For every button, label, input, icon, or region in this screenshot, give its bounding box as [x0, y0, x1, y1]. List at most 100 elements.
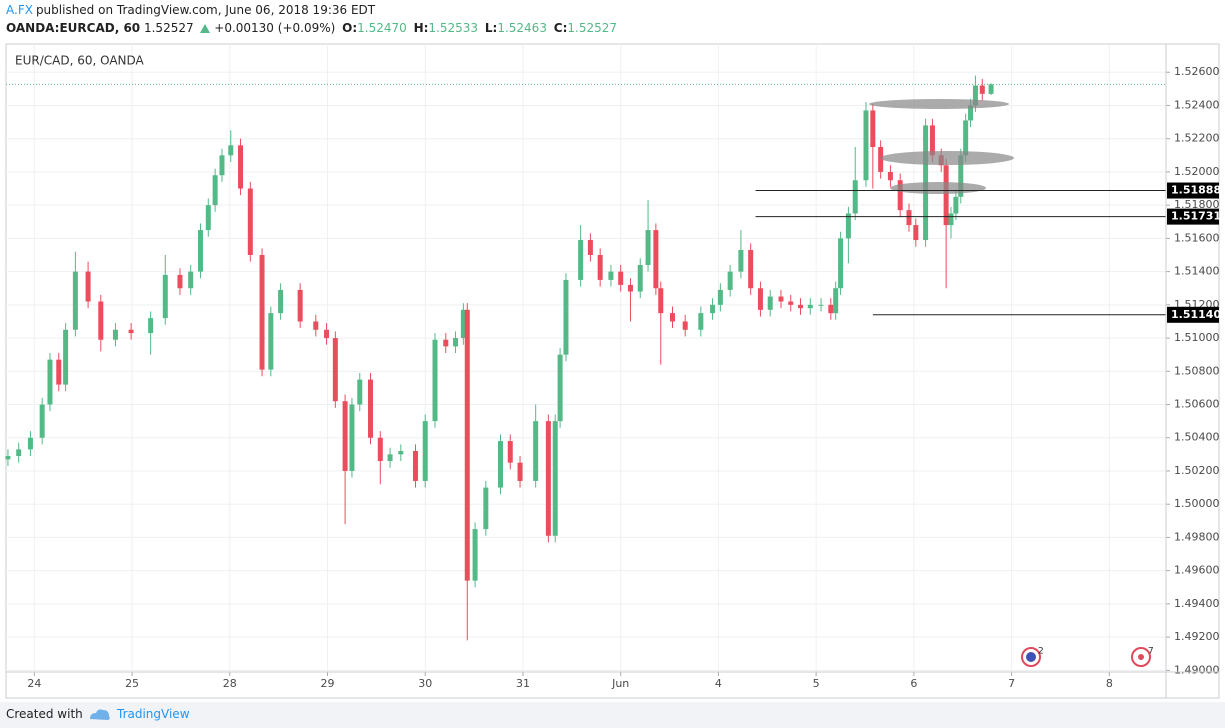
x-tick-label: 31	[516, 677, 530, 690]
y-tick-label: 1.49600	[1174, 564, 1220, 577]
candle-body	[618, 271, 624, 285]
symbol-legend: EUR/CAD, 60, OANDA	[15, 54, 145, 68]
candle-body	[464, 309, 470, 581]
candle-body	[453, 338, 459, 347]
author[interactable]: A.FX	[6, 3, 33, 17]
candle-body	[658, 288, 664, 314]
candle-body	[387, 454, 393, 462]
candle-body	[682, 321, 688, 330]
candle-body	[929, 125, 935, 156]
candle-body	[483, 487, 489, 530]
x-tick-label: 4	[715, 677, 722, 690]
candle-body	[5, 456, 11, 460]
change: +0.00130 (+0.09%)	[214, 21, 336, 35]
candle-body	[39, 404, 45, 438]
x-tick-label: 24	[27, 677, 41, 690]
candle-body	[968, 105, 974, 121]
brand[interactable]: TradingView	[117, 707, 190, 721]
candles	[5, 75, 994, 641]
candle-body	[377, 437, 383, 462]
event-count: 2	[1038, 647, 1044, 657]
candle-body	[887, 171, 893, 181]
annotations: 1.51888 1.51731 1.51140	[6, 83, 1221, 323]
candle-body	[608, 271, 614, 280]
grid: 1.49000 1.49200 1.49400 1.49600 1.49800 1.500…	[6, 44, 1220, 690]
candle-body	[128, 329, 134, 334]
price-label-box	[1167, 306, 1219, 323]
price-label-box	[1167, 208, 1219, 225]
candle-body	[833, 288, 839, 314]
candle-body	[627, 284, 633, 292]
y-tick-label: 1.51400	[1174, 265, 1220, 278]
y-tick-label: 1.52000	[1174, 165, 1220, 178]
candle-body	[205, 205, 211, 231]
candle-body	[342, 401, 348, 471]
candle-body	[27, 437, 33, 450]
candle-body	[738, 250, 744, 272]
candle-body	[422, 421, 428, 481]
candle-body	[533, 421, 539, 481]
candle-body	[710, 304, 716, 314]
candle-body	[963, 120, 969, 156]
candle-body	[845, 213, 851, 239]
candle-body	[219, 155, 225, 176]
candle-body	[177, 274, 183, 289]
x-tick-label: 6	[910, 677, 917, 690]
publish-line: A.FX published on TradingView.com, June 0…	[6, 3, 378, 17]
candle-body	[906, 210, 912, 226]
event-count: 7	[1148, 647, 1154, 657]
footer: Created with TradingView	[0, 702, 1225, 728]
candle-body	[197, 230, 203, 272]
published: published on TradingView.com, June 06, 2…	[35, 3, 376, 17]
candle-body	[748, 250, 754, 289]
candle-body	[443, 339, 449, 347]
y-tick-label: 1.50000	[1174, 497, 1220, 510]
candle-body	[943, 165, 949, 226]
candle-body	[972, 85, 978, 106]
o-label: O:	[342, 21, 358, 35]
candle-body	[112, 329, 118, 340]
candle-body	[717, 289, 723, 305]
price-label: 1.51140	[1171, 308, 1221, 321]
y-tick-label: 1.49200	[1174, 630, 1220, 643]
ellipse-drawing	[890, 182, 986, 194]
candle-body	[162, 274, 168, 319]
candle-body	[212, 175, 218, 206]
candle-body	[757, 288, 763, 310]
candle-body	[863, 110, 869, 181]
candle-body	[412, 451, 418, 481]
candle-body	[870, 110, 876, 148]
candle-body	[517, 462, 523, 481]
event-icon[interactable]: 2	[1021, 647, 1044, 667]
candle-body	[278, 289, 284, 314]
x-tick-label: 7	[1008, 677, 1015, 690]
y-tick-label: 1.51000	[1174, 331, 1220, 344]
y-tick-label: 1.50200	[1174, 464, 1220, 477]
h-label: H:	[413, 21, 429, 35]
candle-body	[472, 529, 478, 581]
candle-body	[587, 240, 593, 255]
l-value: 1.52463	[497, 21, 547, 35]
candle-body	[460, 309, 466, 339]
candle-body	[432, 339, 438, 422]
candle-body	[357, 379, 363, 405]
candle-body	[578, 240, 584, 280]
l-label: L:	[484, 21, 498, 35]
candle-body	[878, 147, 884, 172]
event-icon[interactable]: 7	[1131, 647, 1154, 667]
up-arrow	[200, 24, 211, 33]
last-price: 1.52527	[143, 21, 194, 35]
candle-body	[798, 304, 804, 309]
candle-body	[188, 271, 194, 289]
candle-body	[247, 188, 253, 255]
candle-body	[838, 238, 844, 289]
price-label: 1.51888	[1171, 184, 1221, 197]
candle-body	[98, 301, 104, 340]
candle-body	[818, 304, 824, 306]
candle-body	[913, 225, 919, 241]
o-value: 1.52470	[357, 21, 407, 35]
candle-body	[332, 338, 338, 402]
brand-logo	[90, 709, 110, 720]
candle-body	[727, 271, 733, 290]
candle-body	[669, 313, 675, 322]
